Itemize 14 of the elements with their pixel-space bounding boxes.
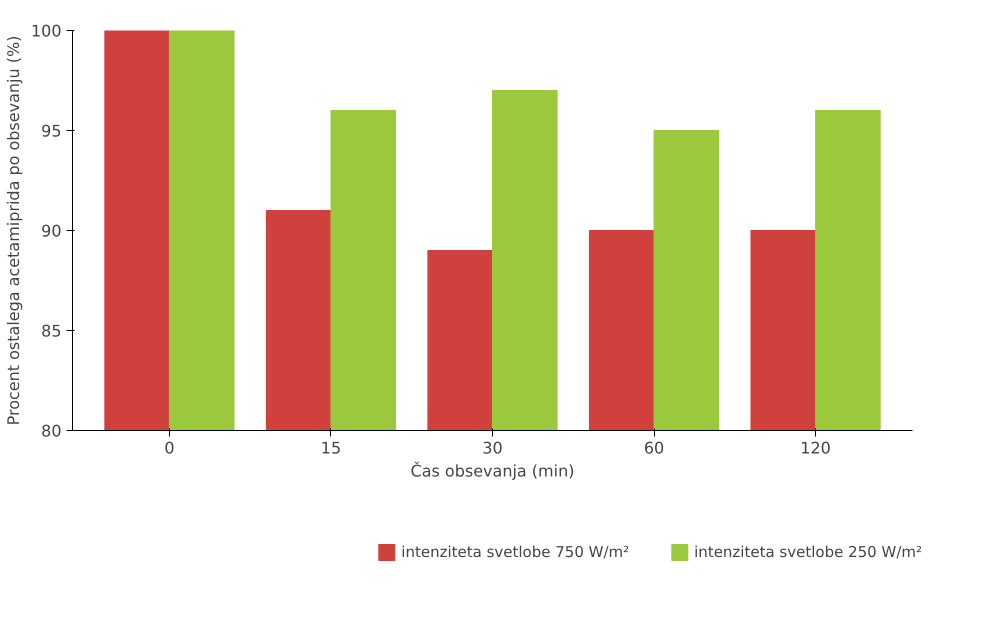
y-tick-label: 80 (41, 422, 62, 440)
x-tick-label: 0 (164, 438, 175, 458)
y-tick-label: 90 (41, 222, 62, 240)
y-tick-label: 100 (30, 22, 62, 40)
legend-label: intenziteta svetlobe 250 W/m² (694, 542, 922, 560)
y-tick-label: 95 (41, 122, 62, 140)
x-tick-label: 15 (320, 438, 342, 458)
x-axis-title: Čas obsevanja (min) (410, 462, 574, 480)
x-tick-label: 30 (482, 438, 503, 458)
legend-label: intenziteta svetlobe 750 W/m² (401, 542, 630, 560)
y-tick-label: 85 (41, 322, 62, 340)
x-tick-label: 120 (800, 438, 831, 458)
x-tick-label: 60 (644, 438, 664, 458)
y-axis-title: Procent ostalega acetamiprida po obsevanju (%) (4, 36, 23, 426)
